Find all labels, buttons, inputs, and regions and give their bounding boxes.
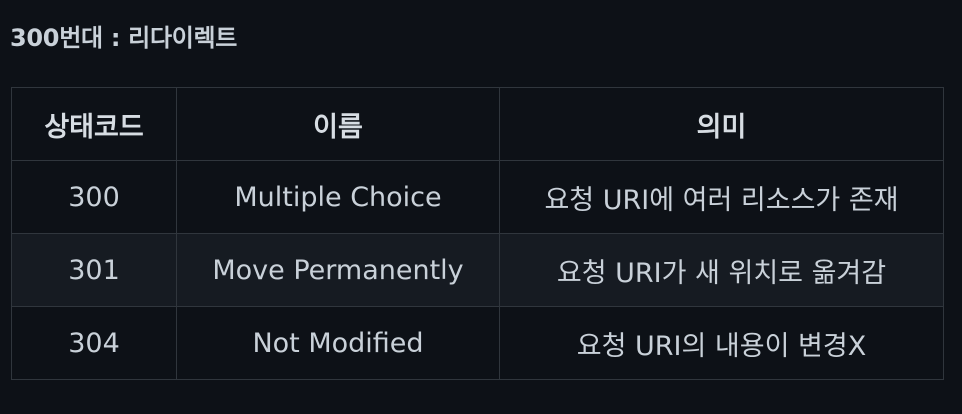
status-meaning-cell: 요청 URI가 새 위치로 옮겨감: [499, 233, 944, 307]
status-name-cell: Not Modified: [176, 306, 500, 380]
http-status-table: 상태코드 이름 의미 300 Multiple Choice 요청 URI에 여…: [11, 87, 944, 380]
header-status-code: 상태코드: [11, 87, 177, 161]
status-meaning-cell: 요청 URI의 내용이 변경X: [499, 306, 944, 380]
table-row: 301 Move Permanently 요청 URI가 새 위치로 옮겨감: [11, 233, 944, 307]
table-row: 304 Not Modified 요청 URI의 내용이 변경X: [11, 306, 944, 380]
status-code-cell: 301: [11, 233, 177, 307]
table-header-row: 상태코드 이름 의미: [11, 87, 944, 161]
header-meaning: 의미: [499, 87, 944, 161]
status-meaning-cell: 요청 URI에 여러 리소스가 존재: [499, 160, 944, 234]
status-code-cell: 304: [11, 306, 177, 380]
status-name-cell: Multiple Choice: [176, 160, 500, 234]
status-code-cell: 300: [11, 160, 177, 234]
status-name-cell: Move Permanently: [176, 233, 500, 307]
header-name: 이름: [176, 87, 500, 161]
table-row: 300 Multiple Choice 요청 URI에 여러 리소스가 존재: [11, 160, 944, 234]
section-heading: 300번대 : 리다이렉트: [10, 24, 238, 52]
